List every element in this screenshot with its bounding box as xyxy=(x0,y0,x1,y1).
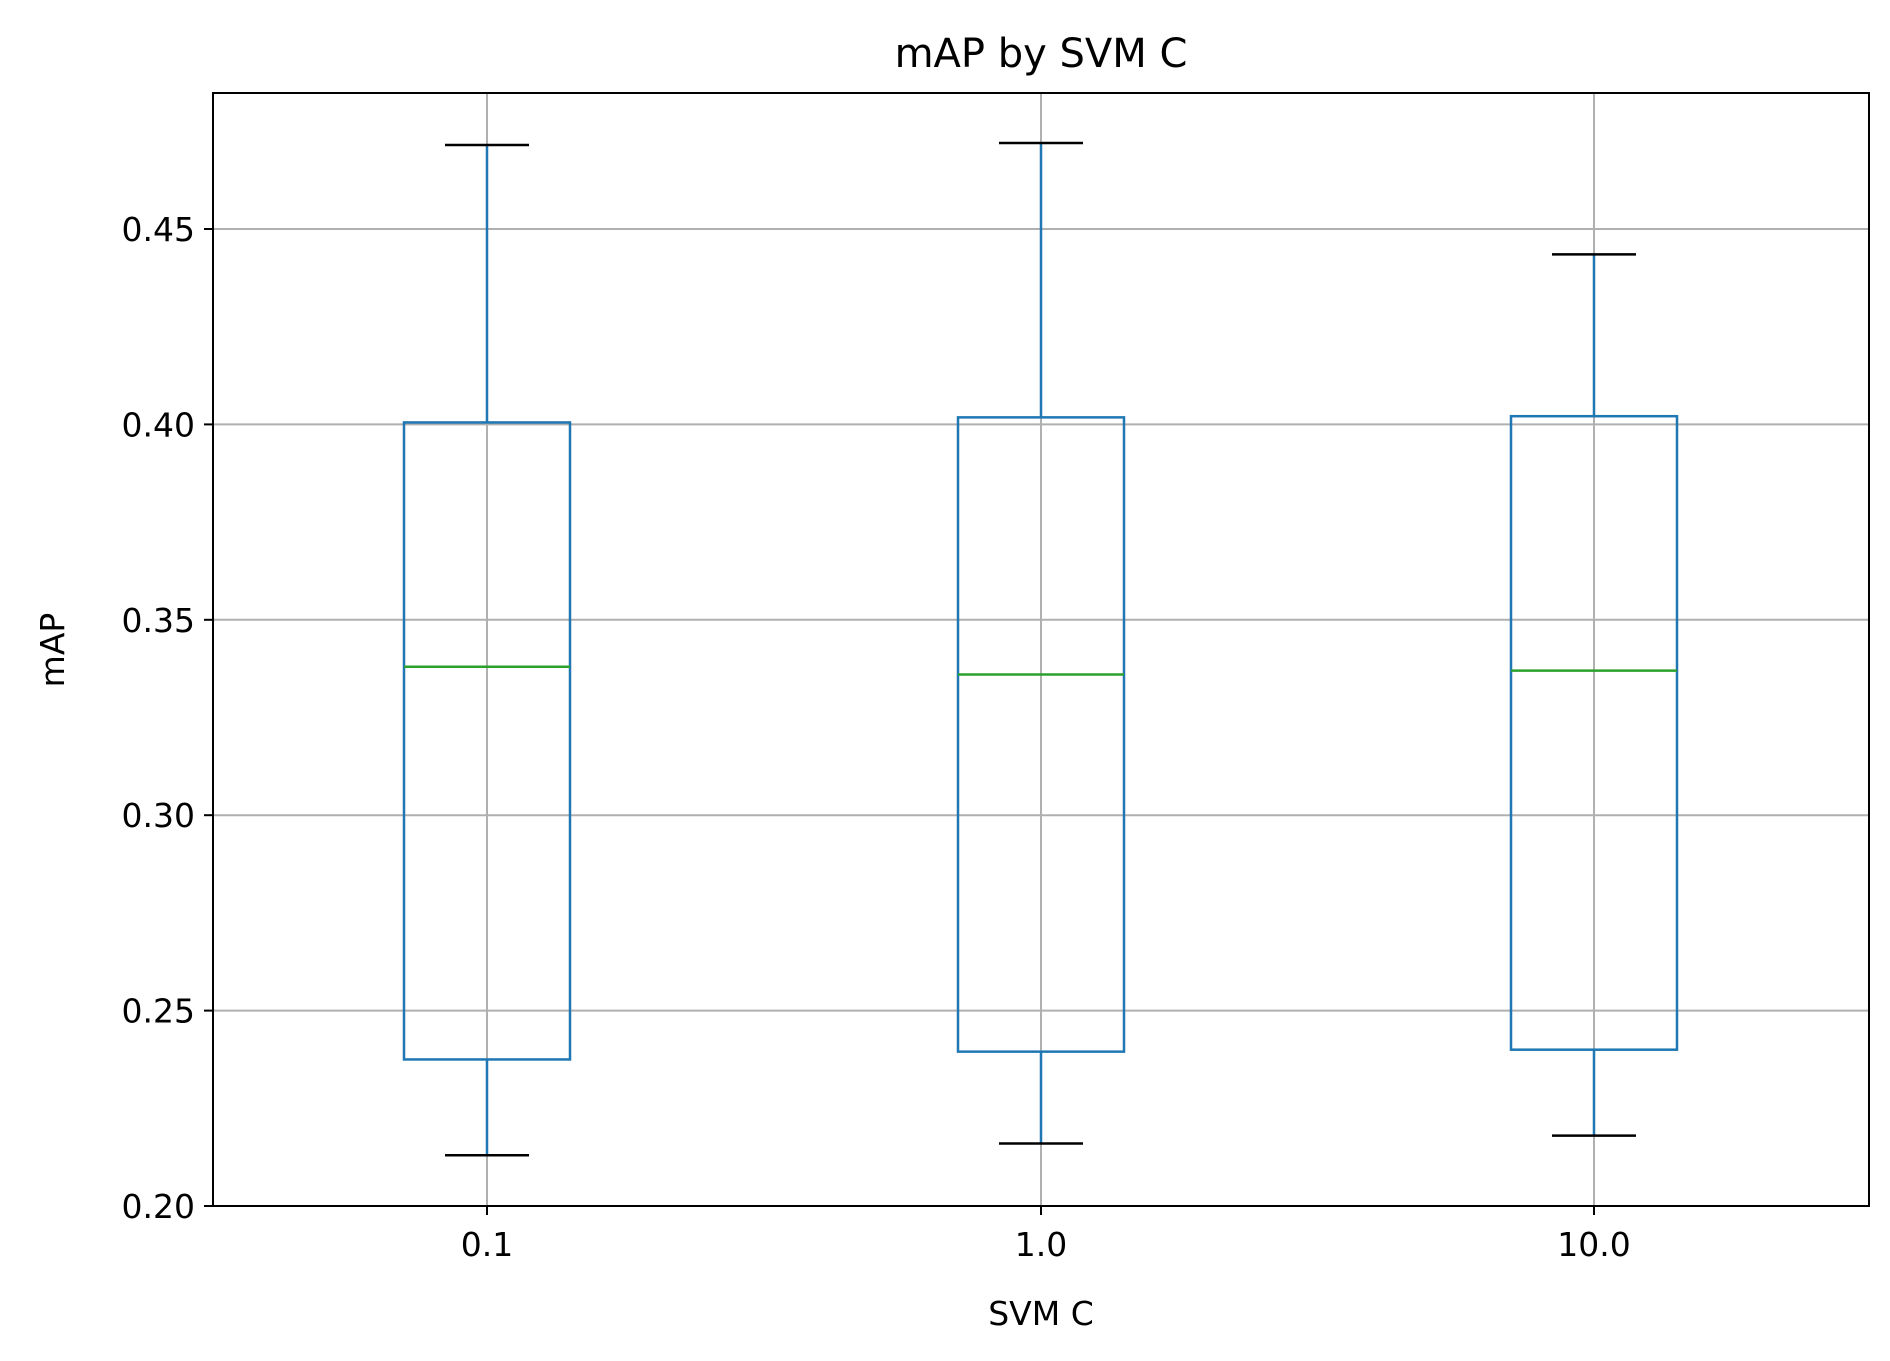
x-tick-label: 0.1 xyxy=(461,1225,513,1264)
iqr-box xyxy=(956,416,1126,1053)
y-tick-label: 0.40 xyxy=(122,405,195,444)
y-tick-label: 0.35 xyxy=(122,601,195,640)
box-layer xyxy=(402,141,1679,1157)
y-tick-label: 0.25 xyxy=(122,992,195,1031)
box-group-10.0 xyxy=(1509,253,1679,1137)
box-group-1.0 xyxy=(956,141,1126,1145)
x-axis-title: SVM C xyxy=(988,1294,1094,1333)
x-tick-label: 1.0 xyxy=(1015,1225,1067,1264)
box-group-0.1 xyxy=(402,143,572,1157)
y-tick-label: 0.45 xyxy=(122,210,195,249)
x-tick-label: 10.0 xyxy=(1557,1225,1630,1264)
iqr-box xyxy=(1509,414,1679,1051)
chart-title: mAP by SVM C xyxy=(895,31,1188,77)
iqr-box xyxy=(402,421,572,1061)
tick-layer: 0.20 0.25 0.30 0.35 0.40 0.45 0.1 1.0 10.0 xyxy=(122,210,1631,1264)
y-axis-title: mAP xyxy=(33,613,72,688)
y-tick-label: 0.30 xyxy=(122,796,195,835)
y-tick-label: 0.20 xyxy=(122,1187,195,1226)
